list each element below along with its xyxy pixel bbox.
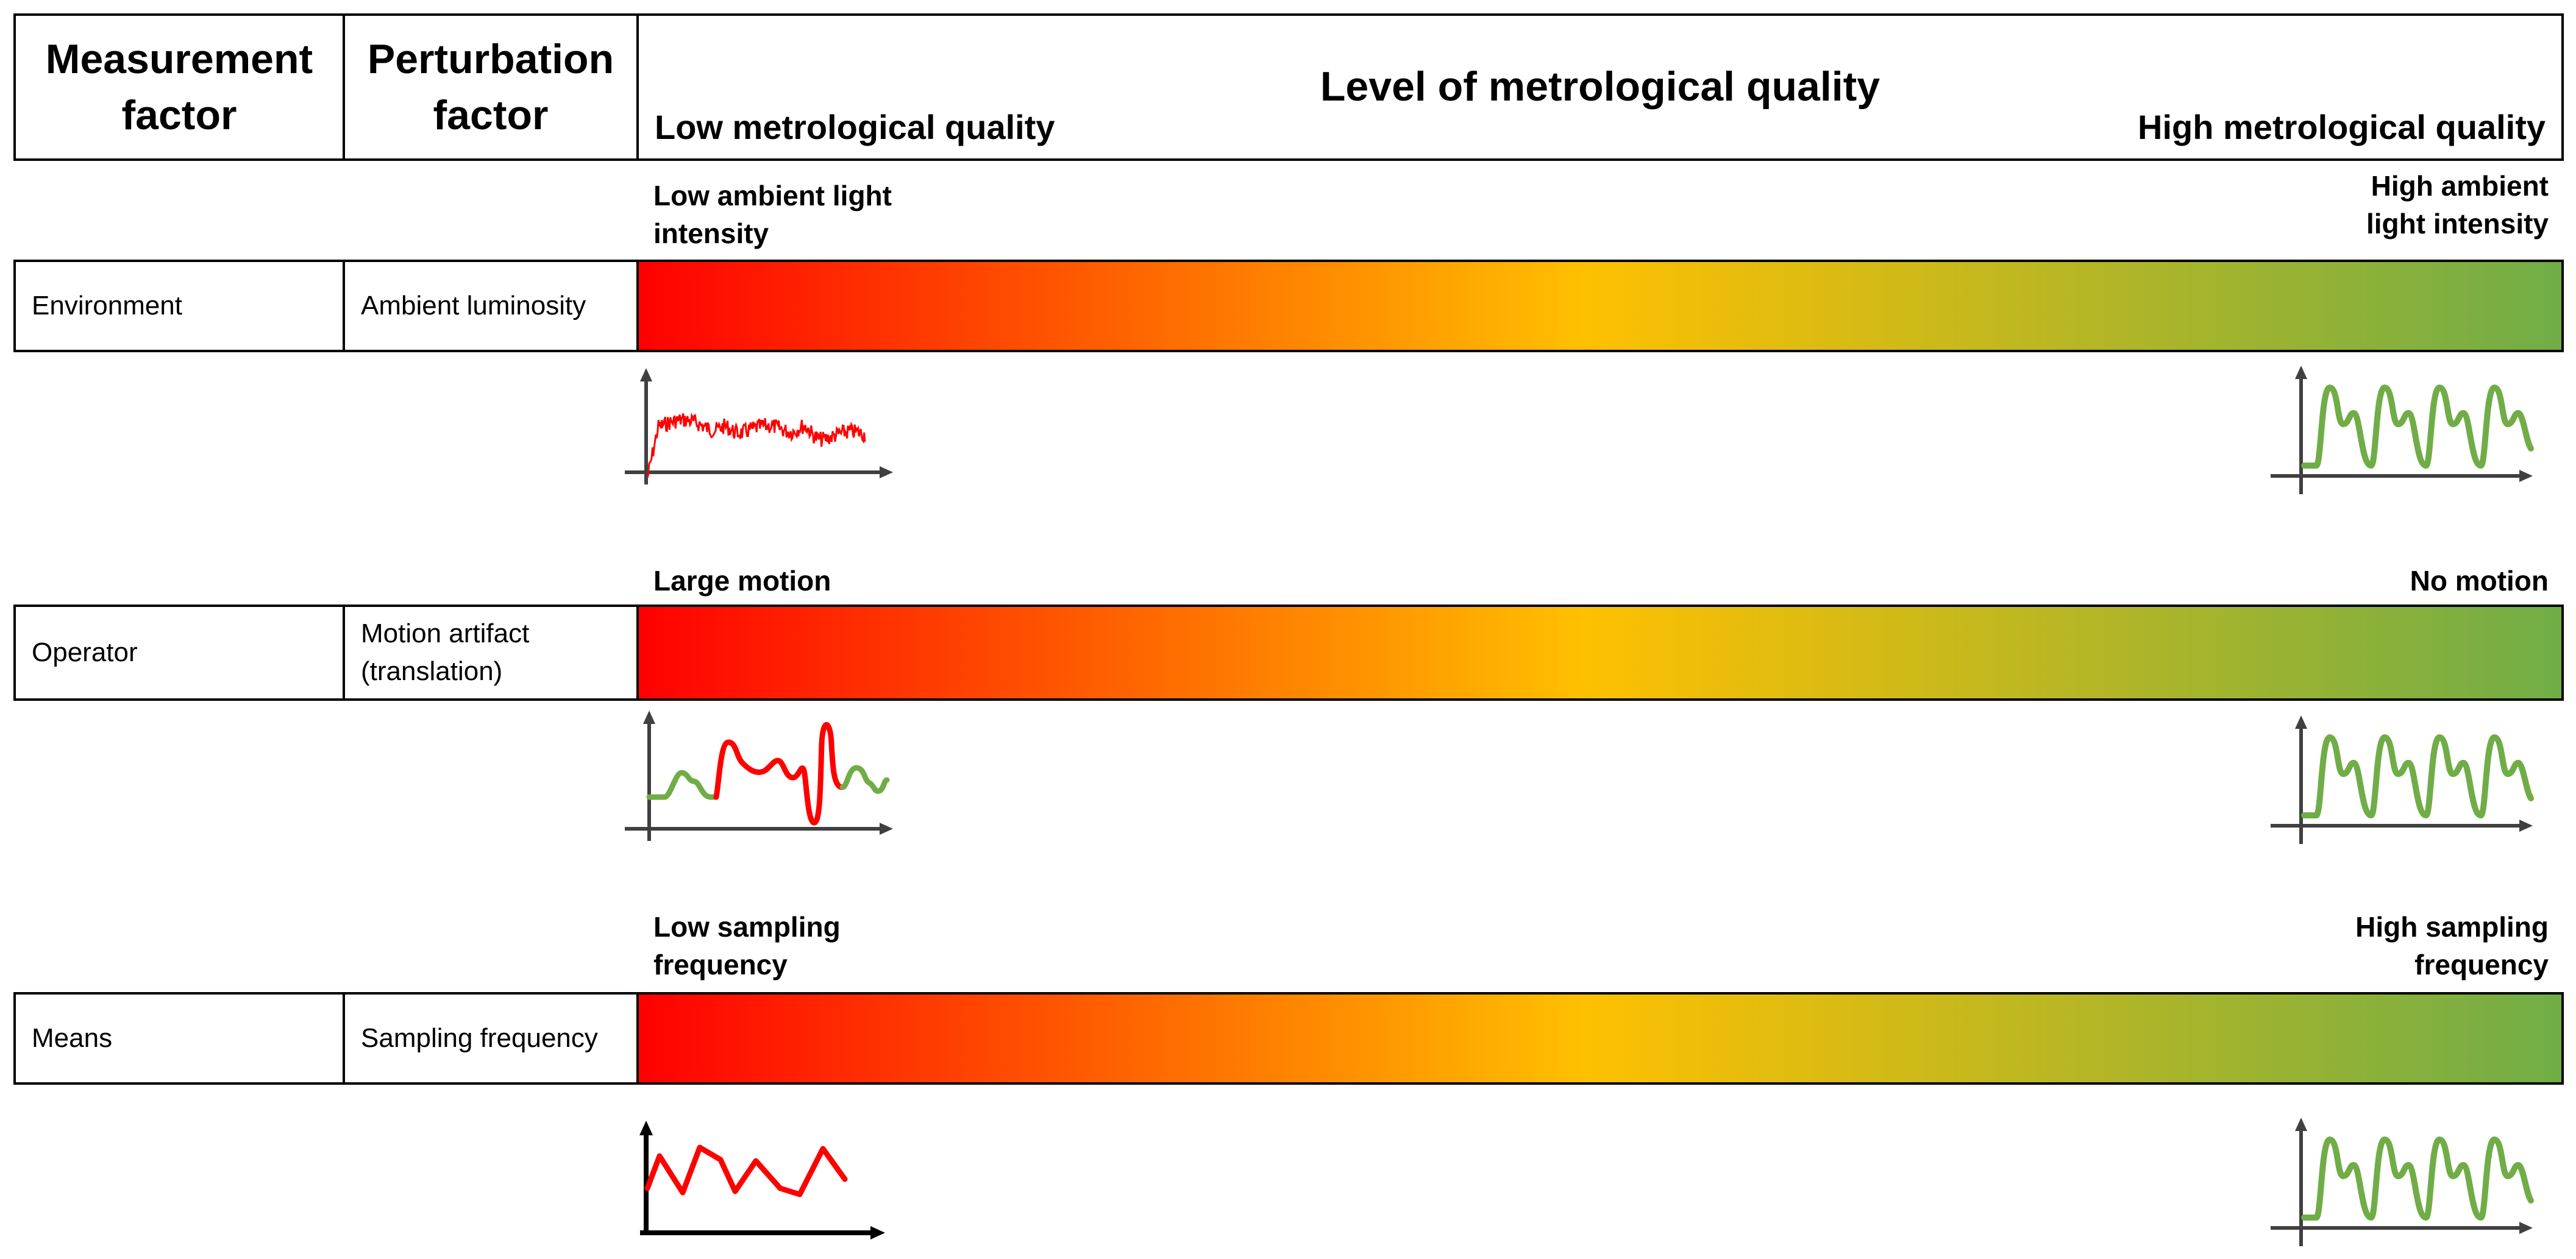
undersampled-ppg-icon [639, 1121, 885, 1239]
header-quality-level: Level of metrological quality Low metrol… [636, 13, 2564, 161]
motion-artifact-ppg-icon [625, 711, 893, 841]
row-2-high-label: No motion [2410, 565, 2549, 597]
row-3-quality-gradient-bar [636, 992, 2564, 1085]
level-title: Level of metrological quality [1320, 63, 1880, 110]
header-perturbation-factor: Perturbation factor [343, 13, 639, 161]
row-3-high-label: High sampling frequency [2355, 911, 2549, 981]
row-1-perturbation-factor: Ambient luminosity [343, 260, 639, 352]
row-3-low-label: Low sampling frequency [653, 911, 841, 981]
clean-ppg-icon [2271, 366, 2534, 494]
row-1-quality-gradient-bar [636, 260, 2564, 352]
low-quality-label: Low metrological quality [655, 108, 1055, 146]
high-quality-label: High metrological quality [2138, 108, 2546, 146]
row-3-measurement-factor: Means [13, 992, 345, 1085]
row-1-high-label: High ambient light intensity [2366, 170, 2549, 239]
row-2-perturbation-factor: Motion artifact (translation) [343, 605, 639, 701]
clean-ppg-icon [2271, 715, 2534, 844]
row-3-perturbation-factor: Sampling frequency [343, 992, 639, 1085]
row-1-measurement-factor: Environment [13, 260, 345, 352]
noisy-ppg-icon [625, 368, 893, 484]
row-2-measurement-factor: Operator [13, 605, 345, 701]
row-2-low-label: Large motion [653, 565, 831, 597]
clean-ppg-icon [2271, 1118, 2534, 1246]
row-1-low-label: Low ambient light intensity [653, 180, 892, 249]
header-measurement-factor: Measurement factor [13, 13, 345, 161]
row-2-quality-gradient-bar [636, 605, 2564, 701]
